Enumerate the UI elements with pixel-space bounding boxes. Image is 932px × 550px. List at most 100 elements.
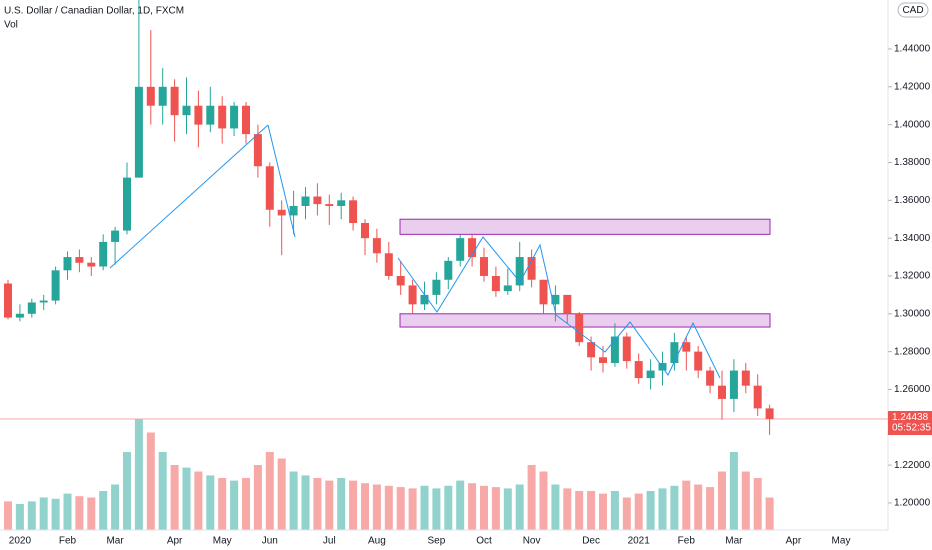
candle-body — [277, 209, 286, 216]
candle-body — [206, 105, 215, 125]
volume-bar — [325, 480, 334, 530]
candle-body — [587, 342, 596, 358]
candle-body — [503, 285, 512, 292]
volume-bar — [39, 497, 48, 530]
candle-body — [111, 230, 120, 242]
y-tick-label: 1.36000 — [894, 195, 931, 206]
candle-body — [468, 238, 477, 258]
candle-body — [539, 279, 548, 305]
candle-body — [515, 257, 524, 286]
volume-bar — [396, 487, 405, 530]
volume-bar — [575, 491, 584, 530]
last-price-box — [888, 411, 932, 436]
volume-bar — [420, 485, 429, 530]
candle-body — [575, 313, 584, 343]
candle-body — [218, 105, 227, 129]
x-tick-label: Nov — [523, 536, 541, 547]
x-tick-label: Mar — [106, 536, 124, 547]
volume-bar — [146, 432, 155, 530]
candle-body — [563, 294, 572, 314]
x-tick-label: Apr — [786, 536, 802, 547]
volume-bar — [646, 491, 655, 530]
trend-line — [109, 124, 269, 269]
candle-body — [729, 370, 738, 399]
candle-body — [480, 257, 488, 276]
volume-bar — [610, 491, 619, 530]
volume-bar — [75, 496, 84, 530]
volume-bar — [551, 484, 560, 530]
volume-bar — [408, 488, 417, 530]
volume-bar — [729, 452, 738, 530]
x-tick-label: Feb — [678, 536, 696, 547]
volume-bar — [527, 465, 536, 530]
candle-body — [63, 257, 72, 271]
currency-badge[interactable] — [897, 2, 929, 18]
candle-body — [182, 105, 191, 116]
x-tick-label: Jun — [262, 536, 278, 547]
candle-body — [146, 86, 155, 106]
volume-bar — [515, 484, 524, 530]
volume-bar — [111, 484, 120, 530]
volume-bar — [622, 497, 631, 530]
volume-bar — [456, 480, 465, 530]
y-tick-label: 1.40000 — [894, 119, 931, 130]
candle-body — [134, 86, 143, 178]
candle-body — [51, 270, 60, 301]
y-tick-label: 1.28000 — [894, 346, 931, 357]
zone — [399, 313, 771, 328]
y-tick-label: 1.34000 — [894, 233, 931, 244]
candle-body — [551, 294, 560, 305]
x-tick-label: Aug — [368, 536, 386, 547]
candle-body — [242, 105, 250, 135]
candle-body — [4, 283, 12, 318]
trend-line — [267, 124, 296, 238]
last-price-label: 1.24438 — [892, 412, 929, 423]
candle-body — [349, 200, 358, 224]
candle-body — [694, 351, 703, 371]
volume-bar — [51, 498, 60, 530]
candle-body — [325, 204, 334, 206]
y-tick-label: 1.22000 — [894, 460, 931, 471]
plot — [4, 0, 774, 530]
candle-body — [706, 370, 715, 386]
volume-bar — [170, 465, 179, 530]
volume-bar — [372, 484, 381, 530]
volume-bar — [682, 480, 691, 530]
y-tick-label: 1.20000 — [894, 498, 931, 509]
volume-bar — [563, 488, 572, 530]
candle-body — [670, 342, 679, 363]
volume-bar — [741, 471, 750, 530]
x-tick-label: Jul — [323, 536, 336, 547]
volume-bar — [313, 478, 322, 530]
candle-body — [372, 238, 381, 254]
x-tick-label: Apr — [167, 536, 183, 547]
volume-bar — [206, 475, 215, 530]
candle-body — [527, 257, 536, 280]
volume-bar — [27, 501, 36, 530]
candle-body — [253, 134, 262, 167]
y-tick-label: 1.42000 — [894, 81, 931, 92]
candle-body — [15, 313, 24, 318]
volume-label: Vol — [4, 20, 18, 31]
candle-body — [123, 177, 131, 231]
candle-body — [444, 260, 453, 280]
volume-bar — [599, 493, 607, 530]
x-tick-label: Mar — [725, 536, 743, 547]
candle-body — [230, 105, 239, 129]
volume-bar — [99, 491, 108, 530]
candle-body — [39, 300, 48, 303]
candle-body — [634, 361, 643, 379]
volume-bar — [15, 504, 24, 530]
x-tick-label: Feb — [59, 536, 77, 547]
candle-body — [289, 205, 298, 216]
volume-bar — [444, 485, 453, 530]
x-tick-label: May — [832, 536, 851, 547]
currency[interactable]: CAD — [902, 5, 923, 16]
volume-bar — [289, 471, 298, 530]
candle-body — [491, 275, 500, 292]
volume-bar — [480, 485, 488, 530]
candle-body — [456, 238, 465, 261]
x-tick-label: 2020 — [9, 536, 32, 547]
y-tick-label: 1.30000 — [894, 308, 931, 319]
